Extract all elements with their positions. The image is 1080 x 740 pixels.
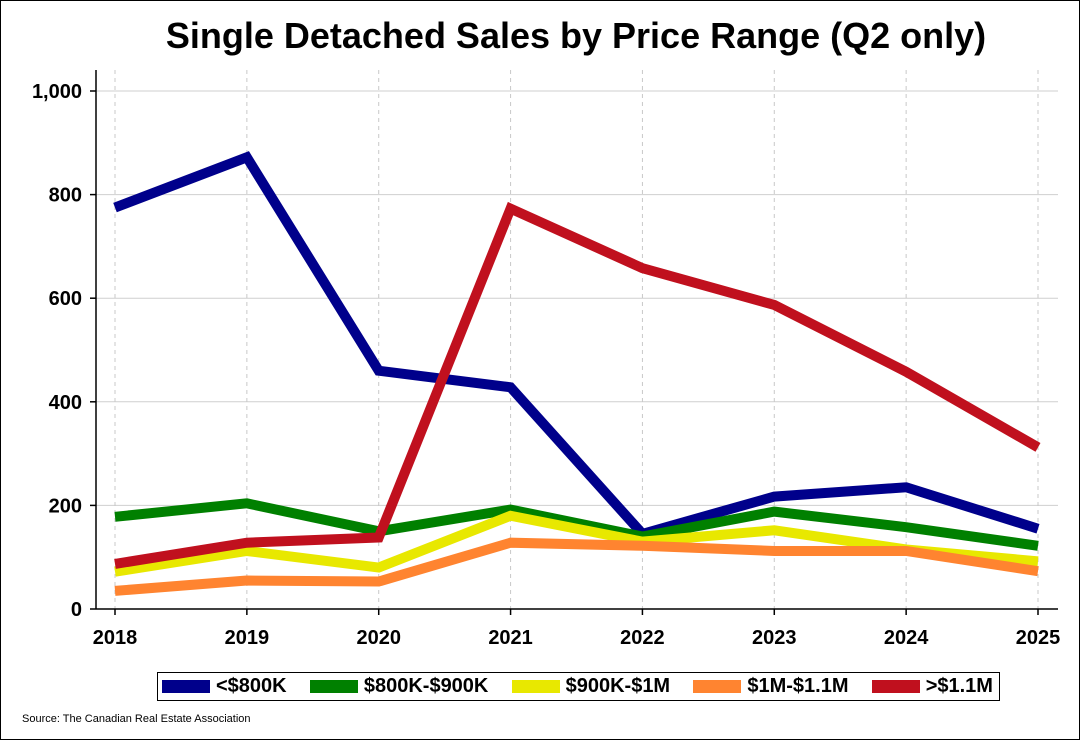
source-note: Source: The Canadian Real Estate Associa… <box>22 713 251 725</box>
legend-label: >$1.1M <box>925 675 993 697</box>
x-tick-label: 2024 <box>884 627 929 649</box>
legend-item: $900K-$1M <box>511 675 671 698</box>
legend-swatch <box>162 680 210 693</box>
legend-swatch <box>309 680 358 693</box>
legend-swatch <box>511 680 560 693</box>
legend-swatch <box>871 680 920 693</box>
x-tick-label: 2018 <box>93 627 138 649</box>
series-line-3 <box>114 537 1039 596</box>
legend-label: $800K-$900K <box>363 675 489 697</box>
legend-label: <$800K <box>216 675 287 697</box>
y-tick-label: 800 <box>49 185 82 207</box>
legend-item: >$1.1M <box>871 675 993 698</box>
legend-item: <$800K <box>162 675 287 698</box>
series-line-4 <box>114 201 1041 569</box>
series-line-0 <box>113 151 1040 540</box>
y-tick-label: 600 <box>49 288 82 310</box>
legend-label: $1M-$1.1M <box>747 675 849 697</box>
x-tick-label: 2025 <box>1016 627 1061 649</box>
y-tick-label: 1,000 <box>32 81 82 103</box>
x-tick-label: 2020 <box>356 627 401 649</box>
chart-title: Single Detached Sales by Price Range (Q2… <box>165 15 987 56</box>
legend-item: $1M-$1.1M <box>693 675 848 698</box>
chart-legend: <$800K $800K-$900K $900K-$1M $1M-$1.1M >$1.1… <box>157 672 1000 701</box>
series-line-1 <box>114 498 1039 551</box>
x-tick-label: 2022 <box>620 627 665 649</box>
legend-swatch <box>693 680 742 693</box>
x-tick-label: 2019 <box>225 627 270 649</box>
x-tick-label: 2021 <box>488 627 533 649</box>
x-tick-label: 2023 <box>752 627 797 649</box>
legend-label: $900K-$1M <box>565 675 671 697</box>
legend-item: $800K-$900K <box>309 675 489 698</box>
y-tick-label: 200 <box>49 495 82 517</box>
y-tick-label: 400 <box>49 392 82 414</box>
y-tick-label: 0 <box>71 599 82 621</box>
